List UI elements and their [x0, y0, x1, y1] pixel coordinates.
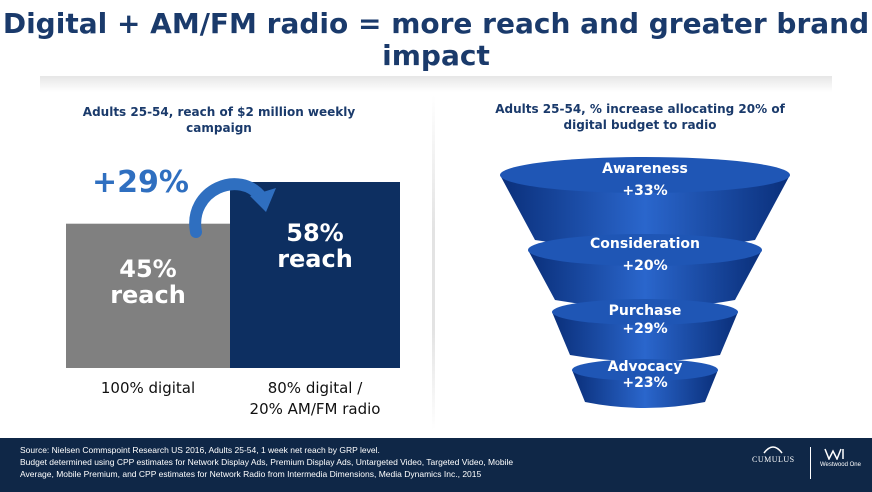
bar-value-text: 58%: [286, 219, 344, 247]
funnel-label-consideration: Consideration +20%: [555, 235, 735, 275]
source-line: Budget determined using CPP estimates fo…: [20, 457, 514, 467]
funnel-label-advocacy: Advocacy +23%: [555, 358, 735, 392]
funnel-stage-name: Consideration: [590, 236, 700, 252]
source-line: Average, Mobile Premium, and CPP estimat…: [20, 469, 482, 479]
funnel-stage-value: +23%: [622, 375, 668, 391]
reach-bar-chart: [66, 178, 400, 368]
category-label-digital: 100% digital: [100, 379, 196, 397]
category-label-digital-radio: 80% digital /20% AM/FM radio: [249, 379, 381, 418]
right-chart-subtitle: Adults 25-54, % increase allocating 20% …: [495, 102, 785, 132]
increase-arrowhead: [250, 188, 276, 212]
title-underline-shadow: [40, 76, 832, 92]
funnel-segment-consideration: [528, 234, 762, 308]
cumulus-logo: CUMULUS: [752, 446, 795, 464]
westwood-one-mark-icon: [824, 448, 844, 460]
bar-digital-radio: [230, 182, 400, 368]
increase-annotation: +29%: [92, 165, 189, 200]
funnel-segment-awareness: [500, 157, 790, 249]
cumulus-logo-text: CUMULUS: [752, 455, 795, 464]
funnel-stage-value: +29%: [622, 321, 668, 337]
funnel-label-awareness: Awareness +33%: [555, 160, 735, 200]
funnel-segment-purchase: [552, 299, 738, 362]
left-chart-subtitle: Adults 25-54, reach of $2 million weekly…: [82, 105, 356, 135]
bar-reach-text: reach: [277, 245, 353, 273]
brand-impact-funnel: [500, 157, 790, 408]
funnel-segment-advocacy: [572, 359, 718, 408]
bar-value-label-digital-radio: 58% reach: [230, 220, 400, 272]
bar-digital: [66, 223, 230, 368]
bar-reach-text: reach: [110, 281, 186, 309]
logo-separator: [810, 447, 811, 479]
source-line: Source: Nielsen Commspoint Research US 2…: [20, 445, 380, 455]
source-note: Source: Nielsen Commspoint Research US 2…: [20, 444, 620, 480]
bar-value-text: 45%: [119, 255, 177, 283]
panel-divider: [432, 95, 435, 430]
increase-arrow: [189, 178, 268, 238]
bar-value-label-digital: 45% reach: [66, 256, 230, 308]
funnel-stage-value: +33%: [622, 183, 668, 199]
funnel-stage-value: +20%: [622, 258, 668, 274]
funnel-stage-name: Advocacy: [607, 359, 683, 375]
funnel-label-purchase: Purchase +29%: [555, 302, 735, 338]
funnel-stage-name: Purchase: [608, 303, 682, 319]
cumulus-swirl-icon: [763, 446, 783, 454]
page-title: Digital + AM/FM radio = more reach and g…: [2, 7, 870, 72]
footer-bar: [0, 438, 872, 492]
westwood-one-logo: Westwood One: [820, 448, 861, 468]
funnel-stage-name: Awareness: [602, 161, 688, 177]
westwood-one-logo-text: Westwood One: [820, 462, 861, 468]
